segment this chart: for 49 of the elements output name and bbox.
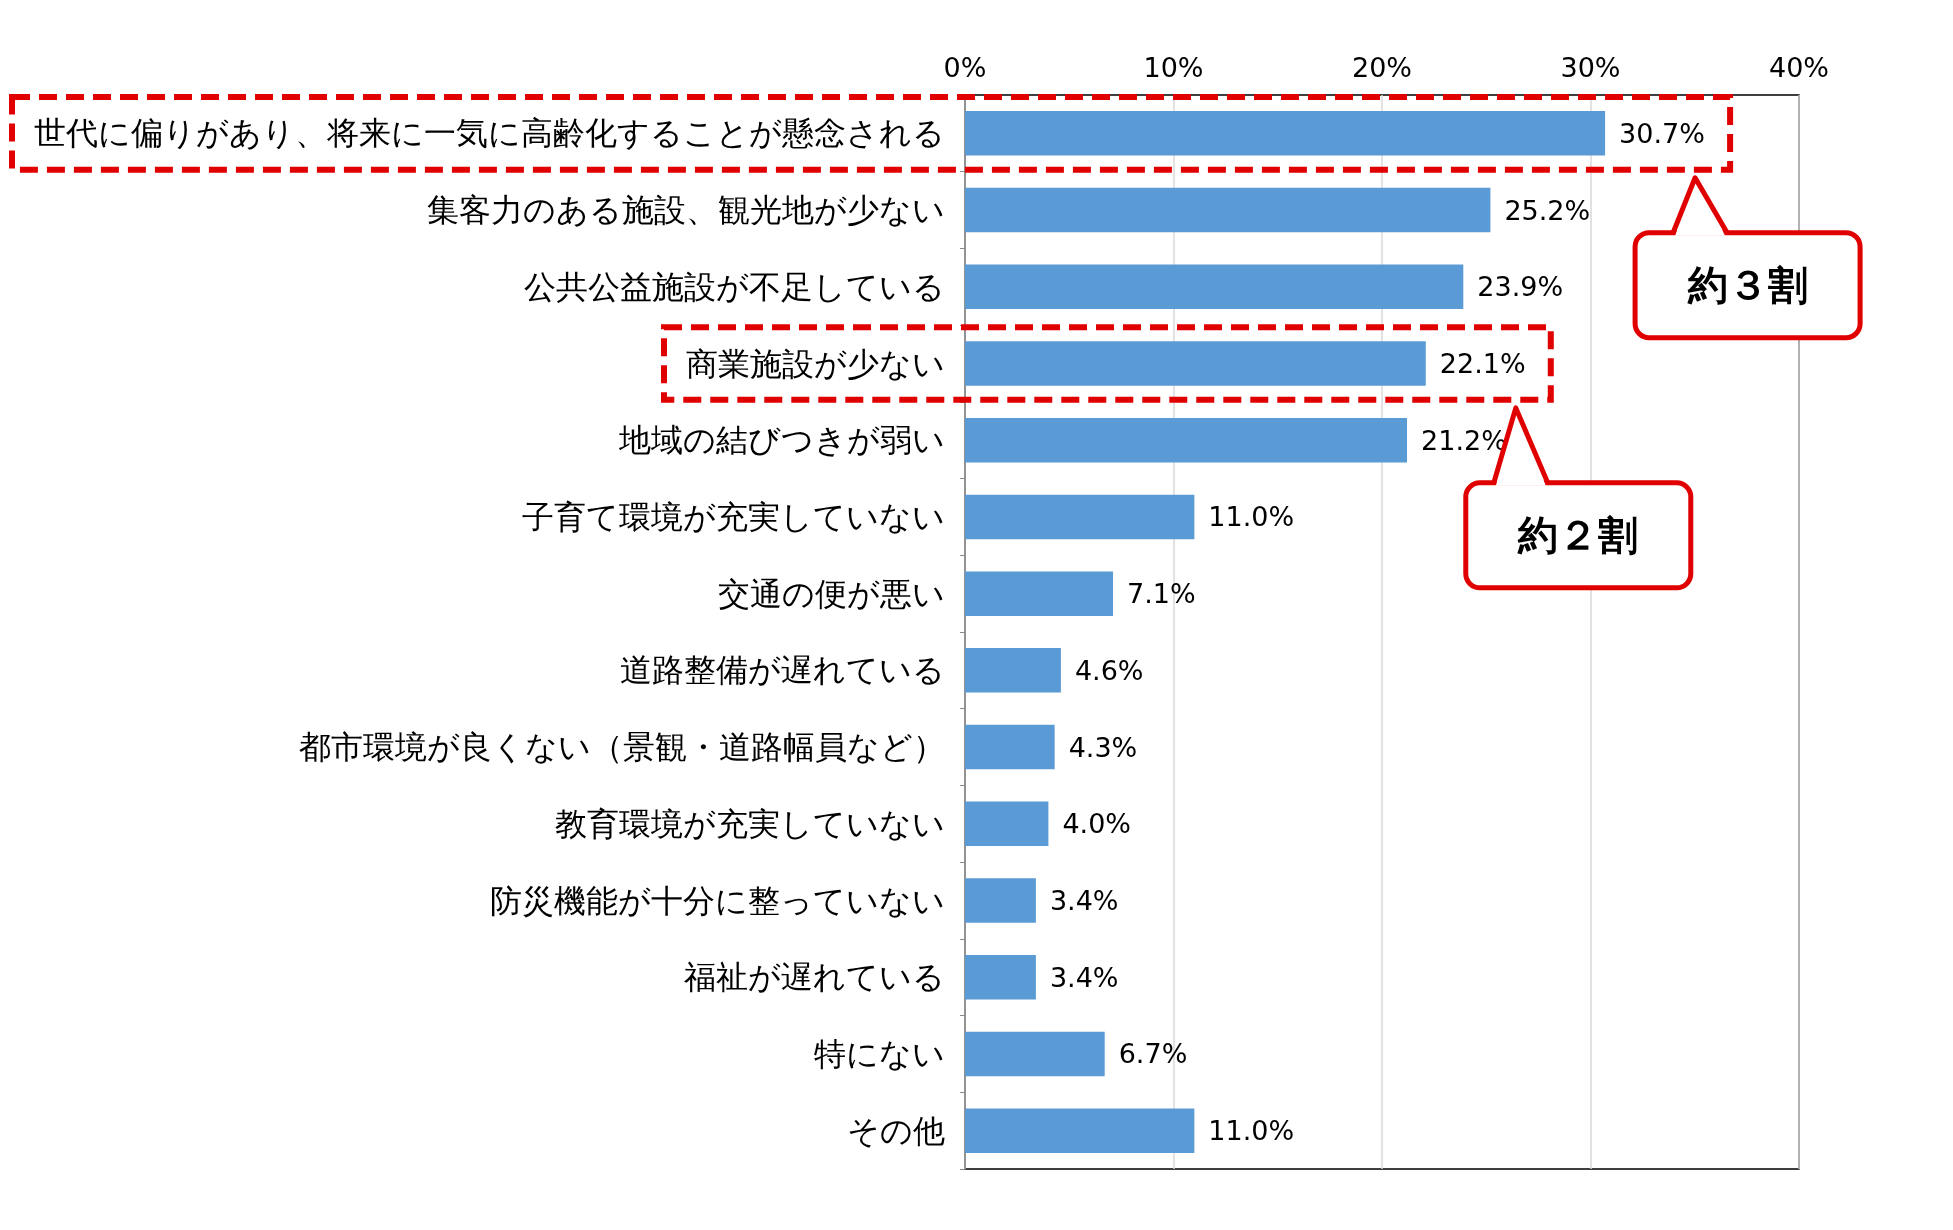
bar bbox=[965, 417, 1408, 463]
data-label: 7.1% bbox=[1127, 578, 1196, 610]
data-label: 11.0% bbox=[1208, 501, 1295, 533]
y-tick-label: 都市環境が良くない（景観・道路幅員など） bbox=[299, 728, 945, 767]
bar bbox=[965, 264, 1464, 310]
y-tick-label: 商業施設が少ない bbox=[686, 344, 945, 383]
bar bbox=[965, 1108, 1195, 1153]
data-label: 21.2% bbox=[1421, 424, 1507, 456]
annotation: 約３割 bbox=[1686, 262, 1808, 309]
x-tick-label: 10% bbox=[1143, 52, 1204, 83]
bar bbox=[965, 341, 1426, 386]
data-label: 4.3% bbox=[1068, 731, 1138, 763]
annotation: 約２割 bbox=[1517, 512, 1639, 559]
bar bbox=[965, 801, 1049, 847]
y-tick-label: 道路整備が遅れている bbox=[620, 651, 945, 690]
bar bbox=[965, 187, 1491, 233]
y-tick-label: 教育環境が充実していない bbox=[555, 804, 945, 843]
bar bbox=[965, 571, 1114, 616]
y-tick-label: 防災機能が十分に整っていない bbox=[490, 881, 945, 920]
bar bbox=[965, 878, 1036, 923]
bar bbox=[965, 1031, 1105, 1077]
data-label: 3.4% bbox=[1049, 885, 1119, 916]
data-label: 30.7% bbox=[1619, 117, 1705, 149]
data-label: 22.1% bbox=[1439, 348, 1526, 379]
bar bbox=[965, 954, 1036, 1000]
y-tick-label: 福祉が遅れている bbox=[684, 958, 945, 997]
bar bbox=[965, 724, 1055, 770]
data-label: 23.9% bbox=[1477, 271, 1564, 303]
y-tick-label: 特にない bbox=[814, 1034, 945, 1073]
x-tick-label: 20% bbox=[1351, 52, 1413, 83]
x-tick-label: 30% bbox=[1560, 52, 1621, 83]
x-tick-label: 40% bbox=[1768, 52, 1830, 83]
y-tick-label: 地域の結びつきが弱い bbox=[618, 421, 945, 460]
data-label: 6.7% bbox=[1118, 1038, 1188, 1070]
bar bbox=[965, 648, 1061, 693]
data-label: 11.0% bbox=[1208, 1115, 1295, 1147]
bar bbox=[965, 494, 1195, 540]
x-tick-label: 0% bbox=[943, 52, 987, 83]
y-tick-label: その他 bbox=[847, 1111, 945, 1150]
y-tick-label: 公共公益施設が不足している bbox=[524, 267, 945, 306]
y-tick-label: 世代に偏りがあり、将来に一気に高齢化することが懸念される bbox=[34, 114, 945, 153]
y-tick-label: 集客力のある施設、観光地が少ない bbox=[427, 191, 945, 230]
data-label: 4.6% bbox=[1074, 654, 1144, 686]
data-label: 4.0% bbox=[1062, 808, 1132, 840]
bar bbox=[965, 111, 1606, 156]
data-label: 25.2% bbox=[1504, 194, 1591, 226]
y-tick-label: 交通の便が悪い bbox=[718, 574, 945, 613]
data-label: 3.4% bbox=[1049, 961, 1119, 993]
y-tick-label: 子育て環境が充実していない bbox=[522, 497, 945, 536]
